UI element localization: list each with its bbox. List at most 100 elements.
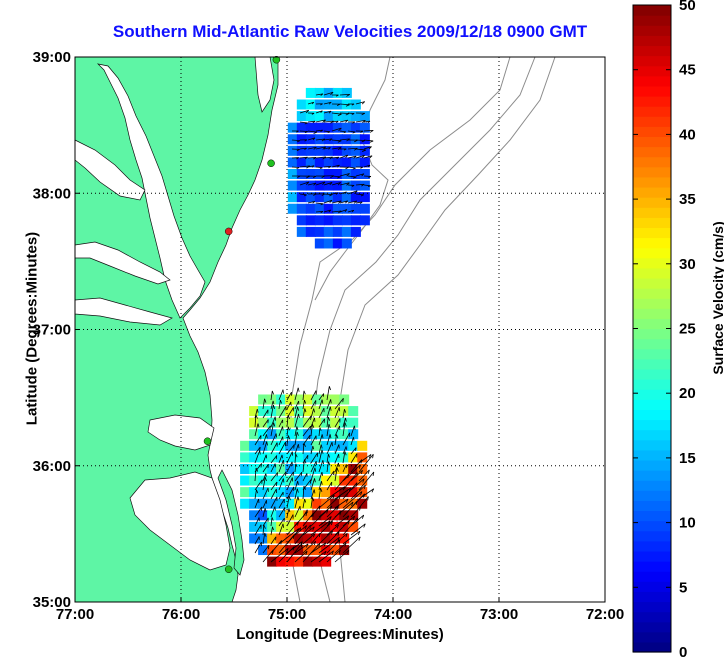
velocity-cell (267, 417, 278, 428)
velocity-cell (267, 452, 278, 463)
velocity-vector (346, 94, 350, 97)
velocity-vector (334, 453, 340, 464)
colorbar-tick-label: 20 (679, 385, 696, 402)
velocity-vector (302, 486, 305, 500)
velocity-vector (298, 413, 300, 418)
velocity-vector (342, 536, 361, 554)
velocity-vector (264, 508, 267, 512)
velocity-cell (359, 134, 370, 145)
velocity-vector (262, 473, 267, 482)
velocity-cell (330, 440, 341, 451)
velocity-vector (262, 532, 266, 545)
velocity-vector (347, 200, 357, 204)
velocity-vector (312, 201, 316, 204)
velocity-vector (336, 434, 339, 439)
velocity-vector (319, 427, 322, 431)
velocity-cell (314, 192, 325, 203)
velocity-vector (270, 540, 282, 554)
velocity-cell (314, 122, 325, 133)
colorbar-tick-label: 35 (679, 191, 696, 208)
velocity-cell (276, 521, 287, 532)
velocity-cell (240, 498, 251, 509)
y-axis-label: Latitude (Degrees:Minutes) (23, 231, 41, 426)
velocity-cell (303, 556, 314, 567)
station-marker (267, 159, 275, 168)
velocity-vector (270, 481, 278, 491)
velocity-vector (331, 175, 341, 178)
velocity-vector (330, 91, 334, 96)
velocity-vector (307, 200, 315, 204)
velocity-cell (312, 452, 323, 463)
velocity-vector (346, 550, 350, 555)
velocity-vector (286, 435, 289, 446)
velocity-cell (339, 533, 350, 544)
velocity-vector (346, 173, 350, 177)
colorbar-swatch (633, 611, 671, 623)
velocity-vector (315, 210, 323, 213)
velocity-vector (310, 520, 331, 536)
velocity-vector (296, 426, 299, 431)
velocity-cell (294, 498, 305, 509)
velocity-vector (331, 156, 339, 159)
velocity-vector (328, 147, 331, 150)
velocity-vector (355, 201, 363, 204)
velocity-cell (321, 440, 332, 451)
velocity-cell (350, 99, 361, 110)
velocity-cell (321, 498, 332, 509)
velocity-vector (342, 515, 355, 527)
velocity-vector (363, 146, 372, 150)
velocity-cell (305, 157, 316, 168)
velocity-vector (270, 390, 273, 401)
velocity-vector (360, 470, 363, 475)
velocity-vector (294, 413, 299, 428)
velocity-vector (314, 417, 316, 422)
velocity-vector (270, 455, 278, 464)
velocity-vector (334, 444, 340, 455)
velocity-vector (264, 532, 267, 537)
velocity-cell (341, 215, 352, 226)
colorbar-swatch (633, 55, 671, 67)
velocity-cell (323, 145, 334, 156)
velocity-vector (294, 543, 309, 554)
velocity-vector (254, 498, 259, 509)
velocity-vector (350, 469, 363, 482)
velocity-vector (286, 527, 301, 545)
velocity-vector (255, 467, 259, 472)
colorbar-swatch (633, 227, 671, 239)
velocity-cell (305, 226, 316, 237)
velocity-vector (270, 472, 278, 482)
velocity-vector (286, 508, 290, 518)
velocity-cell (323, 180, 334, 191)
velocity-vector (328, 386, 332, 391)
velocity-cell (321, 452, 332, 463)
velocity-cell (285, 475, 296, 486)
velocity-cell (285, 498, 296, 509)
velocity-vector (331, 210, 342, 213)
station-marker (203, 437, 212, 445)
velocity-vector (254, 517, 260, 527)
velocity-cell (314, 99, 325, 110)
velocity-vector (306, 181, 310, 185)
plot-title: Southern Mid-Atlantic Raw Velocities 200… (112, 22, 588, 41)
velocity-vector (339, 182, 350, 186)
velocity-cell (305, 168, 316, 179)
velocity-vector (318, 434, 323, 446)
velocity-vector (335, 120, 339, 123)
velocity-cell (330, 545, 341, 556)
velocity-cell (305, 145, 316, 156)
velocity-vector (338, 200, 342, 204)
colorbar-swatch (633, 328, 671, 340)
colorbar-swatch (633, 591, 671, 603)
velocity-cell (249, 452, 260, 463)
velocity-vector (318, 530, 333, 545)
velocity-vector (286, 444, 295, 455)
velocity-vector (337, 537, 340, 542)
velocity-cell (305, 192, 316, 203)
velocity-cell (332, 238, 343, 249)
velocity-vector (331, 139, 342, 142)
velocity-vector (286, 543, 303, 563)
velocity-vector (310, 408, 315, 419)
velocity-vector (321, 138, 326, 142)
velocity-cell (332, 203, 343, 214)
velocity-cell (294, 556, 305, 567)
